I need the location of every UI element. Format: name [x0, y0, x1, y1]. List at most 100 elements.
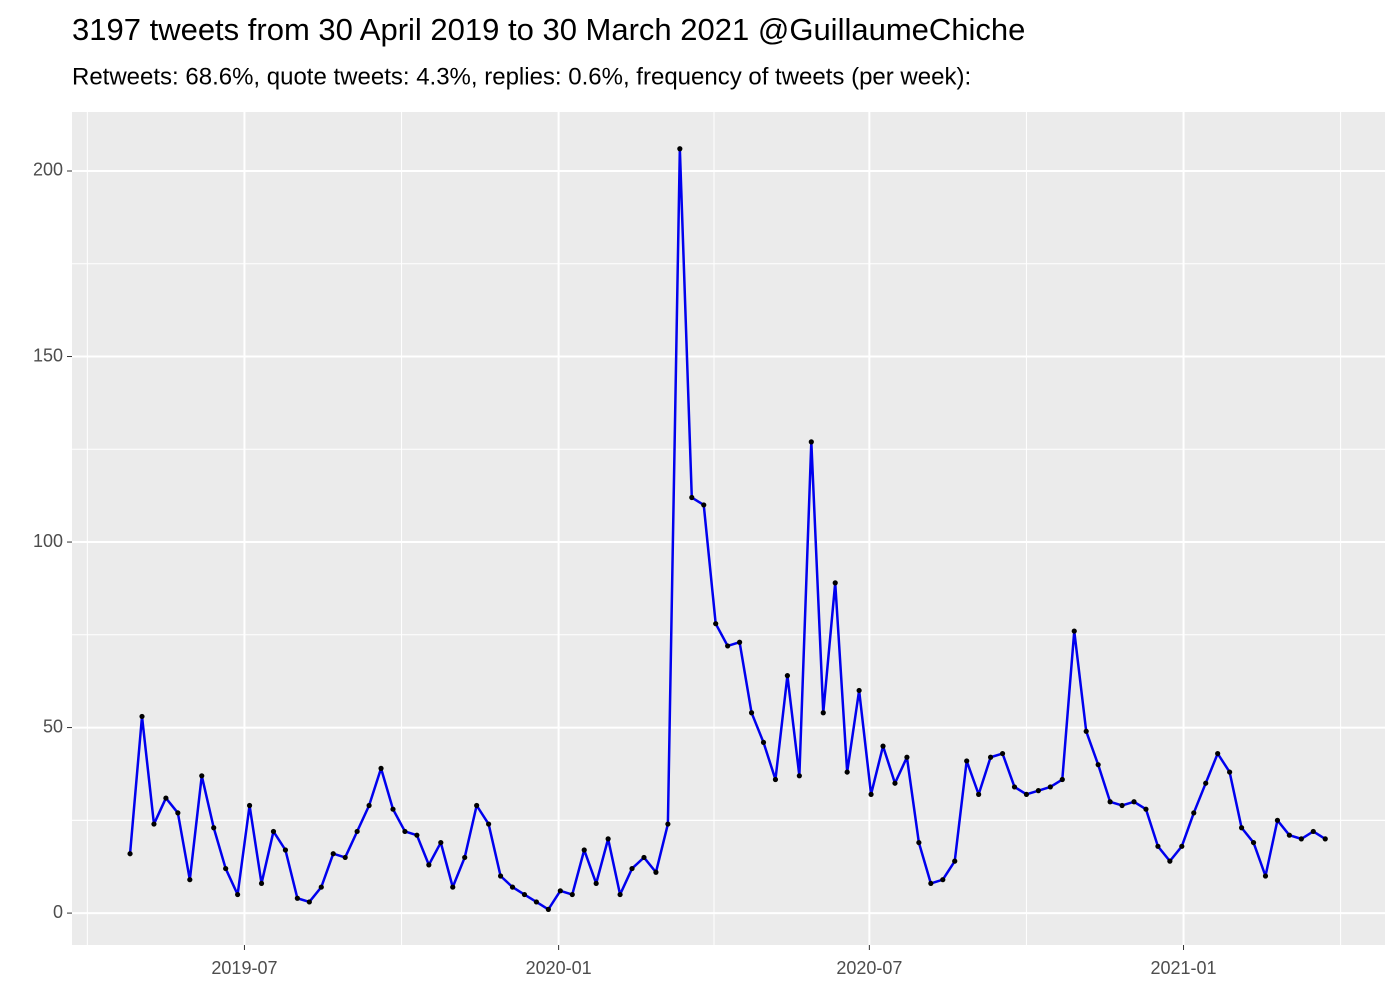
data-point — [964, 758, 970, 764]
data-point — [916, 839, 922, 846]
data-point — [1035, 788, 1041, 794]
data-point — [605, 836, 611, 842]
data-point — [246, 802, 253, 809]
data-point — [796, 773, 802, 779]
data-point — [784, 673, 791, 679]
data-point — [1059, 776, 1065, 783]
data-point — [354, 828, 360, 835]
data-point — [976, 791, 982, 797]
data-point — [235, 891, 241, 898]
data-point — [211, 825, 217, 831]
data-point — [318, 884, 324, 890]
data-point — [1227, 769, 1233, 775]
data-point — [1023, 791, 1030, 797]
data-point — [832, 580, 838, 586]
data-point — [414, 832, 420, 838]
x-tick-label: 2019-07 — [211, 958, 277, 978]
data-point — [581, 847, 587, 853]
data-point — [999, 750, 1006, 757]
y-tick-label: 0 — [53, 902, 63, 922]
data-point — [1167, 858, 1173, 864]
data-point — [677, 146, 683, 152]
data-point — [270, 828, 277, 835]
data-point — [486, 821, 492, 827]
data-point — [1238, 825, 1245, 831]
data-point — [844, 769, 850, 775]
data-point — [701, 502, 707, 508]
data-point — [187, 877, 193, 883]
data-point — [856, 687, 862, 694]
data-point — [820, 710, 826, 716]
data-point — [689, 494, 695, 501]
x-tick-label: 2020-01 — [526, 958, 592, 978]
chart-subtitle: Retweets: 68.6%, quote tweets: 4.3%, rep… — [72, 63, 971, 90]
data-point — [330, 851, 336, 857]
data-point — [163, 795, 169, 801]
data-point — [1119, 802, 1125, 809]
data-point — [1215, 750, 1221, 757]
data-point — [940, 877, 946, 883]
plot-panel — [72, 112, 1385, 945]
data-point — [1322, 836, 1328, 842]
data-point — [450, 884, 456, 890]
data-point — [617, 891, 623, 898]
data-point — [151, 821, 157, 827]
data-point — [509, 884, 516, 890]
data-point — [199, 773, 205, 779]
data-point — [665, 821, 671, 827]
data-point — [426, 862, 432, 868]
data-point — [1191, 810, 1197, 816]
data-point — [987, 754, 994, 760]
y-tick-label: 150 — [33, 345, 63, 365]
data-point — [282, 847, 289, 853]
data-point — [342, 854, 348, 861]
data-point — [557, 888, 563, 894]
data-point — [868, 791, 874, 797]
data-point — [1131, 799, 1137, 805]
data-point — [736, 639, 743, 645]
data-point — [880, 743, 886, 749]
data-point — [593, 880, 599, 887]
data-point — [521, 891, 528, 898]
data-point — [1203, 780, 1209, 786]
chart-title: 3197 tweets from 30 April 2019 to 30 Mar… — [72, 12, 1025, 47]
y-tick-label: 100 — [33, 531, 63, 551]
data-point — [378, 765, 384, 771]
data-point — [725, 643, 731, 649]
data-point — [1262, 873, 1269, 879]
data-point — [438, 839, 444, 846]
data-point — [474, 802, 480, 809]
data-point — [569, 891, 575, 898]
data-point — [892, 780, 898, 786]
data-point — [641, 854, 647, 861]
data-point — [760, 739, 767, 746]
data-point — [1011, 784, 1018, 790]
data-point — [1310, 828, 1316, 835]
data-point — [1047, 784, 1053, 790]
data-point — [748, 710, 755, 716]
data-point — [294, 895, 300, 901]
data-point — [772, 776, 779, 783]
data-point — [904, 754, 910, 760]
data-point — [1095, 762, 1101, 768]
data-point — [223, 865, 229, 872]
data-point — [1155, 843, 1161, 849]
data-point — [1179, 843, 1185, 849]
data-point — [402, 828, 408, 835]
data-point — [952, 858, 958, 864]
data-point — [1286, 832, 1292, 838]
x-tick-label: 2021-01 — [1150, 958, 1216, 978]
data-point — [175, 810, 181, 816]
data-point — [629, 865, 635, 872]
data-point — [1298, 836, 1304, 842]
data-point — [1250, 839, 1257, 846]
data-point — [462, 854, 468, 861]
data-point — [545, 906, 551, 912]
data-point — [653, 869, 659, 875]
data-point — [1071, 628, 1077, 634]
data-point — [139, 713, 145, 720]
data-point — [533, 899, 540, 905]
data-point — [306, 899, 312, 905]
data-point — [127, 851, 133, 857]
